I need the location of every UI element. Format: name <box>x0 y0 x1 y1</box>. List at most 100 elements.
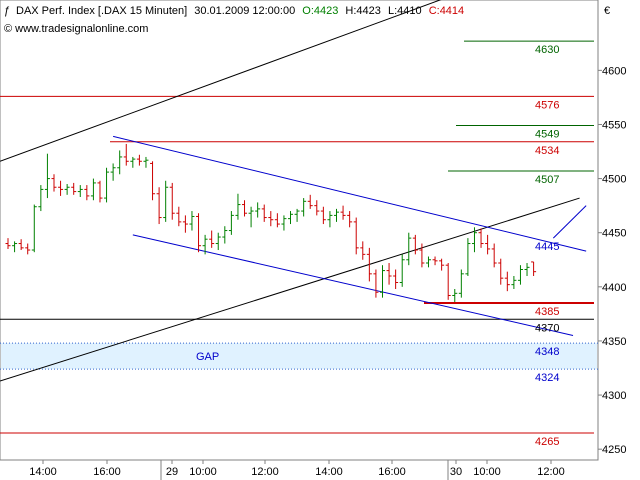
ohlc-bar <box>202 234 208 255</box>
ohlc-bar <box>445 263 451 300</box>
header-line: DAX Perf. Index [.DAX 15 Minuten] 30.01.… <box>16 5 464 17</box>
x-tick-label: 14:00 <box>315 466 343 478</box>
ohlc-bar <box>471 227 477 253</box>
ohlc-bar <box>110 163 116 181</box>
ohlc-bar <box>169 182 175 220</box>
close-value: C:4414 <box>429 5 464 17</box>
x-tick-label: 30 <box>450 466 462 478</box>
ohlc-bar <box>12 241 18 253</box>
ohlc-bar <box>143 156 149 168</box>
level-label-4576: 4576 <box>535 99 559 111</box>
high-value: H:4423 <box>345 5 380 17</box>
ohlc-bar <box>104 167 110 203</box>
y-tick-label: 4350 <box>602 336 626 348</box>
level-label-4348: 4348 <box>535 346 559 358</box>
low-value: L:4410 <box>388 5 422 17</box>
candlestick-icon: ƒ <box>4 5 10 17</box>
level-lines <box>0 40 594 434</box>
ohlc-bar <box>97 180 103 203</box>
x-tick-label: 16:00 <box>378 466 406 478</box>
ohlc-bar <box>274 213 280 228</box>
ohlc-bar <box>334 208 339 222</box>
ohlc-bar <box>77 185 83 197</box>
trend-line-0 <box>0 0 442 162</box>
ohlc-bar <box>38 185 44 212</box>
ohlc-bar <box>136 154 142 166</box>
ohlc-bar <box>90 178 96 201</box>
ohlc-bar <box>419 243 425 268</box>
ohlc-bar <box>491 243 497 268</box>
ohlc-bar <box>294 208 300 222</box>
ohlc-bar <box>44 153 50 199</box>
ohlc-bar <box>353 217 359 255</box>
ohlc-bar <box>485 234 491 255</box>
ohlc-bar <box>340 205 346 220</box>
ohlc-bar <box>360 241 366 260</box>
ohlc-bar <box>366 247 372 282</box>
ohlc-bar <box>51 174 57 192</box>
y-tick-label: 4400 <box>602 282 626 294</box>
ohlc-bar <box>393 269 399 289</box>
plot-frame <box>0 0 599 461</box>
ohlc-bar <box>163 180 169 222</box>
ohlc-bar <box>176 206 182 227</box>
ohlc-bar <box>123 143 129 166</box>
ohlc-bar <box>196 213 202 253</box>
ohlc-bar <box>531 261 537 276</box>
y-tick-label: 4250 <box>602 444 626 456</box>
level-label-4385: 4385 <box>535 306 559 318</box>
ohlc-bar <box>320 206 326 225</box>
trend-line-3 <box>132 234 574 337</box>
ohlc-bar <box>189 211 195 231</box>
ohlc-bar <box>281 215 287 231</box>
trend-line-1 <box>0 197 580 382</box>
level-label-4630: 4630 <box>535 44 559 56</box>
open-value: O:4423 <box>302 5 338 17</box>
level-label-4324: 4324 <box>535 372 559 384</box>
gap-label: GAP <box>196 351 219 363</box>
y-tick-label: 4500 <box>602 174 626 186</box>
ohlc-bar <box>347 211 353 228</box>
x-tick-label: 12:00 <box>537 466 565 478</box>
ohlc-bar <box>412 234 418 255</box>
ohlc-bar <box>511 276 517 289</box>
trend-line-2 <box>113 135 587 252</box>
currency-label: € <box>604 5 610 17</box>
level-labels: 4630 4576 4549 4534 4507 4445 4385 4370 4348 4324… <box>535 44 559 448</box>
ohlc-bar <box>517 265 523 285</box>
ohlc-bar <box>58 180 64 196</box>
ohlc-bar <box>327 211 333 228</box>
ohlc-bar <box>373 269 379 298</box>
ohlc-bar <box>5 238 11 249</box>
x-tick-label: 10:00 <box>473 466 501 478</box>
level-label-4534: 4534 <box>535 145 559 157</box>
level-label-4549: 4549 <box>535 129 559 141</box>
ohlc-bar <box>288 211 294 225</box>
level-label-4265: 4265 <box>535 436 559 448</box>
y-tick-label: 4300 <box>602 390 626 402</box>
ohlc-bar <box>314 200 320 216</box>
y-tick-label: 4450 <box>602 228 626 240</box>
instrument-label: DAX Perf. Index [.DAX 15 Minuten] <box>16 5 187 17</box>
ohlc-bar <box>504 271 510 292</box>
x-tick-label: 10:00 <box>189 466 217 478</box>
y-tick-label: 4600 <box>602 65 626 77</box>
ohlc-bar <box>64 184 70 195</box>
ohlc-bar <box>18 239 24 251</box>
ohlc-bar <box>255 202 261 218</box>
ohlc-bar <box>25 243 31 255</box>
ohlc-bar <box>117 150 123 175</box>
ohlc-bar <box>399 254 405 287</box>
level-label-4370: 4370 <box>535 322 559 334</box>
y-axis: 4250 4300 4350 4400 4450 4500 4550 4600 <box>598 65 626 456</box>
ohlc-bar <box>268 211 274 227</box>
ohlc-bar <box>301 198 307 217</box>
ohlc-bar <box>242 200 248 217</box>
ohlc-bar <box>307 194 313 209</box>
datetime-label: 30.01.2009 12:00:00 <box>194 5 295 17</box>
ohlc-bar <box>209 230 215 248</box>
ohlc-bar <box>478 228 484 248</box>
ohlc-bar <box>130 156 136 168</box>
x-tick-label: 14:00 <box>29 466 57 478</box>
